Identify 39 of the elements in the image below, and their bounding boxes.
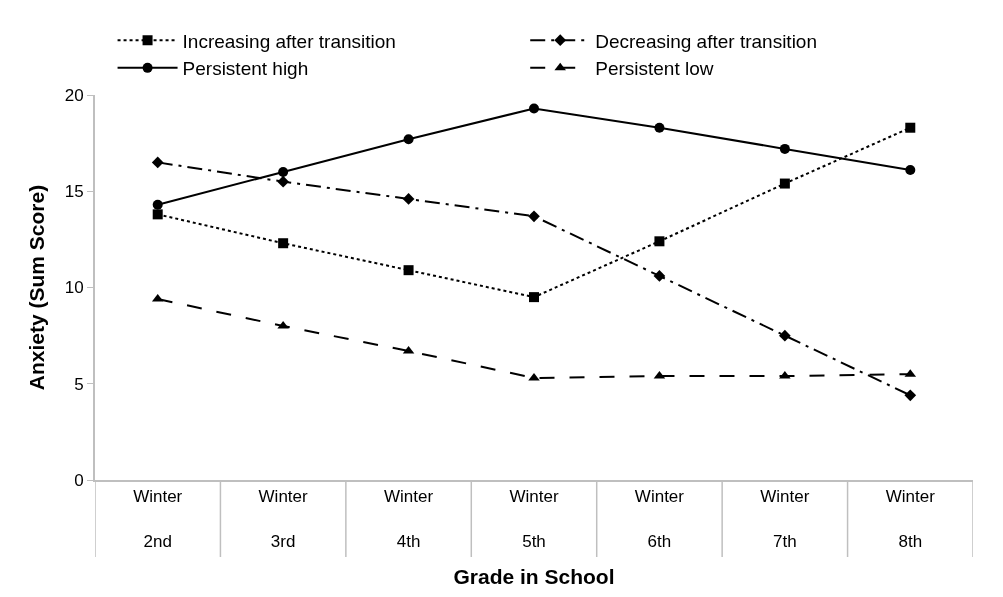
y-axis-title: Anxiety (Sum Score) xyxy=(25,184,49,391)
category-label: Winter 8th xyxy=(885,487,935,551)
point xyxy=(403,134,414,145)
point xyxy=(402,193,415,205)
y-tick-label: 15 xyxy=(64,182,84,202)
point xyxy=(654,122,665,133)
point xyxy=(654,236,665,247)
point xyxy=(403,265,414,276)
y-tick-label: 0 xyxy=(74,470,84,490)
point xyxy=(152,199,163,210)
category-label: Winter 2nd xyxy=(133,487,183,551)
y-tick-label: 10 xyxy=(64,278,84,298)
category-label: Winter 7th xyxy=(760,487,810,551)
point xyxy=(277,175,289,188)
x-axis-title: Grade in School xyxy=(453,565,615,589)
category-label: Winter 4th xyxy=(384,487,434,551)
category-label: Winter 3rd xyxy=(258,487,308,551)
point xyxy=(779,178,790,189)
point xyxy=(904,389,917,402)
point xyxy=(905,122,916,133)
point xyxy=(905,165,916,176)
category-label: Winter 6th xyxy=(634,487,684,551)
point xyxy=(528,210,540,223)
legend-label: Persistent low xyxy=(595,58,714,80)
point xyxy=(653,270,666,282)
point xyxy=(152,209,163,220)
y-tick-label: 20 xyxy=(64,85,84,105)
legend-label: Increasing after transition xyxy=(182,30,396,52)
category-label: Winter 5th xyxy=(509,487,559,551)
point xyxy=(779,329,791,342)
y-tick-label: 5 xyxy=(74,374,84,394)
legend-label: Decreasing after transition xyxy=(595,30,817,52)
point xyxy=(278,238,289,249)
point xyxy=(151,156,164,169)
point xyxy=(278,167,289,177)
point xyxy=(779,143,790,154)
point xyxy=(529,292,539,303)
legend-label: Persistent high xyxy=(182,58,309,80)
point xyxy=(529,103,539,114)
